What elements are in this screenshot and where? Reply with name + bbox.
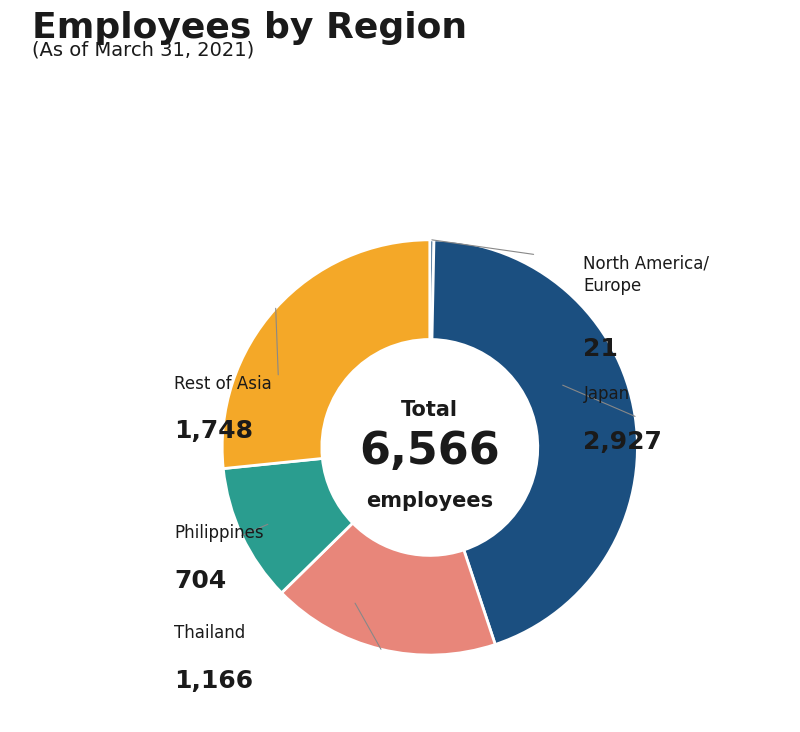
Text: Thailand: Thailand bbox=[174, 624, 246, 642]
Text: North America/
Europe: North America/ Europe bbox=[583, 254, 710, 294]
Wedge shape bbox=[282, 523, 495, 655]
Text: 1,748: 1,748 bbox=[174, 419, 254, 444]
Wedge shape bbox=[432, 240, 638, 644]
Text: employees: employees bbox=[366, 491, 494, 512]
Text: 1,166: 1,166 bbox=[174, 668, 254, 692]
Wedge shape bbox=[222, 240, 430, 468]
Text: 21: 21 bbox=[583, 337, 618, 362]
Wedge shape bbox=[430, 240, 434, 340]
Text: 6,566: 6,566 bbox=[359, 430, 500, 473]
Text: Total: Total bbox=[402, 400, 458, 420]
Text: Rest of Asia: Rest of Asia bbox=[174, 375, 272, 393]
Text: (As of March 31, 2021): (As of March 31, 2021) bbox=[32, 40, 254, 59]
Text: Japan: Japan bbox=[583, 385, 630, 403]
Text: 2,927: 2,927 bbox=[583, 430, 662, 454]
Wedge shape bbox=[223, 458, 353, 593]
Text: 704: 704 bbox=[174, 569, 226, 593]
Text: Employees by Region: Employees by Region bbox=[32, 11, 467, 45]
Text: Philippines: Philippines bbox=[174, 524, 264, 542]
